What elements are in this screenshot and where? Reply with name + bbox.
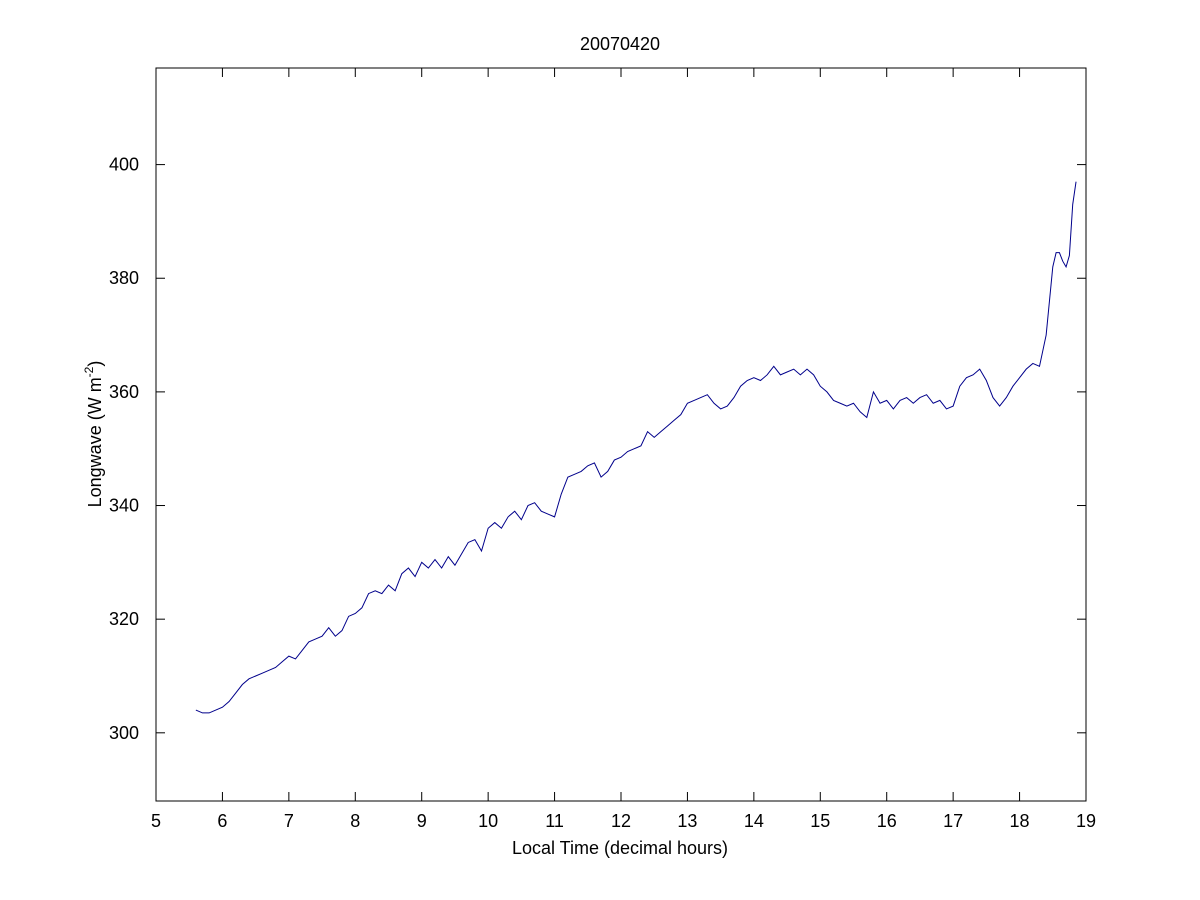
x-tick-label: 6 [217, 811, 227, 831]
chart-title: 20070420 [580, 34, 660, 54]
x-tick-label: 9 [417, 811, 427, 831]
y-tick-label: 400 [109, 155, 139, 175]
x-tick-label: 5 [151, 811, 161, 831]
x-axis-label: Local Time (decimal hours) [512, 838, 728, 858]
y-tick-label: 300 [109, 723, 139, 743]
x-tick-label: 19 [1076, 811, 1096, 831]
x-tick-label: 13 [677, 811, 697, 831]
x-tick-label: 10 [478, 811, 498, 831]
y-tick-label: 320 [109, 609, 139, 629]
plot-area [155, 67, 1087, 802]
y-tick-label: 340 [109, 496, 139, 516]
y-tick-label: 360 [109, 382, 139, 402]
x-tick-label: 8 [350, 811, 360, 831]
x-tick-label: 16 [877, 811, 897, 831]
x-tick-label: 11 [545, 811, 564, 831]
y-axis-label: Longwave (W m-2) [82, 361, 105, 508]
y-label-end: ) [85, 361, 105, 367]
x-tick-label: 15 [810, 811, 830, 831]
x-tick-label: 14 [744, 811, 764, 831]
y-tick-label: 380 [109, 268, 139, 288]
y-label-text: Longwave (W m [85, 377, 105, 507]
x-tick-label: 17 [943, 811, 963, 831]
data-line [195, 181, 1077, 714]
x-tick-label: 7 [284, 811, 294, 831]
x-tick-label: 18 [1010, 811, 1030, 831]
x-tick-label: 12 [611, 811, 631, 831]
y-label-sup: -2 [82, 366, 96, 377]
